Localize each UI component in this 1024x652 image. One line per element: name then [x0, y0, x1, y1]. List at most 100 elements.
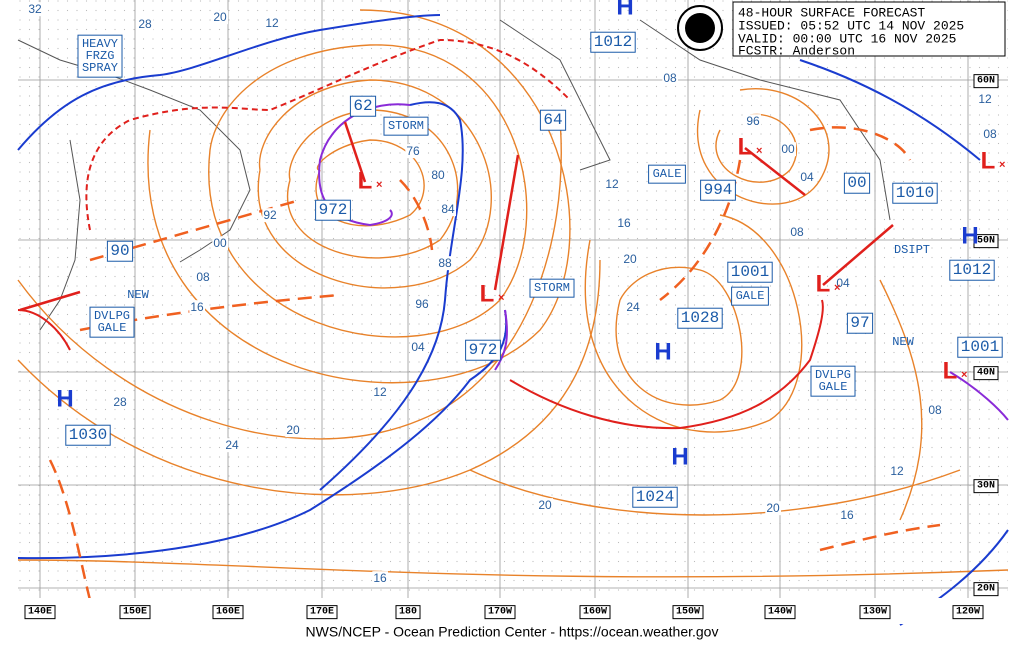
pressure-label: 97	[850, 314, 869, 332]
isobar-label-bg	[537, 498, 553, 513]
latitude-label: 30N	[977, 481, 995, 492]
isobar-label: 92	[263, 208, 277, 222]
isobar-label-bg	[839, 508, 855, 523]
warning-box	[810, 365, 856, 397]
central-pressure: 994	[704, 181, 733, 199]
isobar-label: 20	[766, 501, 780, 515]
longitude-label: 160E	[216, 607, 240, 618]
warning-text: STORM	[388, 119, 424, 133]
pressure-label: 1010	[896, 184, 934, 202]
low-symbol: L	[738, 133, 753, 160]
isobar-label-bg	[262, 208, 278, 223]
isobar-label: 00	[213, 236, 227, 250]
longitude-box	[579, 605, 611, 620]
warning-box	[89, 306, 135, 338]
isobar-label-bg	[410, 340, 426, 355]
isobar-label: 16	[190, 300, 204, 314]
longitude-box	[764, 605, 796, 620]
isobar-label: 08	[790, 225, 804, 239]
isobar-label: 12	[265, 16, 279, 30]
longitude-label: 130W	[863, 607, 887, 618]
central-pressure: 1030	[69, 426, 107, 444]
latitude-box	[973, 479, 999, 494]
central-pressure: 1001	[731, 263, 769, 281]
central-pressure-box	[957, 336, 1003, 358]
pressure-label: 62	[353, 97, 372, 115]
warning-text: DVLPG	[94, 309, 130, 323]
warning-box	[731, 286, 769, 306]
central-pressure-box	[632, 486, 678, 508]
isobar-label: 12	[890, 464, 904, 478]
isobar-label-bg	[780, 142, 796, 157]
longitude-box	[212, 605, 244, 620]
longitude-box	[952, 605, 984, 620]
warning-label: STORM	[383, 116, 429, 136]
isobar-label: 76	[406, 144, 420, 158]
central-pressure-box	[677, 307, 723, 329]
isobar-label-bg	[745, 114, 761, 129]
latitude-box	[973, 582, 999, 597]
isobar-label: 20	[213, 10, 227, 24]
isobar-label-bg	[112, 395, 128, 410]
latitude-label: 50N	[977, 236, 995, 247]
longitude-box	[484, 605, 516, 620]
pressure-label-box	[843, 172, 871, 194]
isobar-label: 24	[626, 300, 640, 314]
central-pressure-box	[465, 339, 501, 361]
isobar-label: 08	[928, 403, 942, 417]
pressure-label-box	[106, 240, 134, 262]
isobar-label-bg	[372, 385, 388, 400]
isobar-label: 80	[431, 168, 445, 182]
isobar-label: 88	[438, 256, 452, 270]
isobar-label-bg	[212, 236, 228, 251]
note: DSIPT	[894, 243, 930, 257]
isobar-label-bg	[440, 202, 456, 217]
low-symbol: L	[358, 167, 373, 194]
warning-box	[383, 116, 429, 136]
longitude-label: 170W	[488, 607, 512, 618]
isobar-label-bg	[789, 225, 805, 240]
isobar-label-bg	[437, 256, 453, 271]
longitude-label: 170E	[310, 607, 334, 618]
central-pressure-box	[590, 31, 636, 53]
warning-label: GALE	[648, 164, 686, 184]
isobar-label-bg	[765, 501, 781, 516]
note: NEW	[892, 335, 914, 349]
isobar-label: 12	[373, 385, 387, 399]
latitude-box	[973, 234, 999, 249]
high-symbol: H	[56, 385, 73, 412]
low-x: ×	[498, 292, 504, 304]
isobar-label: 12	[605, 177, 619, 191]
central-pressure: 1012	[594, 33, 632, 51]
isobar-label-bg	[977, 92, 993, 107]
isobar-label-bg	[616, 216, 632, 231]
isobar-label: 12	[978, 92, 992, 106]
isobar-label-bg	[285, 423, 301, 438]
warning-text: SPRAY	[82, 61, 118, 75]
note: NEW	[127, 288, 149, 302]
warning-box	[77, 34, 123, 78]
high-symbol: H	[616, 0, 633, 20]
isobar-label: 32	[28, 2, 42, 16]
central-pressure-box	[727, 261, 773, 283]
isobar-label-bg	[137, 17, 153, 32]
central-pressure: 1024	[636, 488, 674, 506]
high-symbol: H	[654, 338, 671, 365]
warning-label: STORM	[529, 278, 575, 298]
longitude-box	[859, 605, 891, 620]
isobar-label-bg	[224, 438, 240, 453]
pressure-label-box	[892, 182, 938, 204]
central-pressure: 1028	[681, 309, 719, 327]
low-symbol: L	[943, 357, 958, 384]
low-x: ×	[834, 282, 840, 294]
isobar-label: 20	[286, 423, 300, 437]
isobar-label: 16	[617, 216, 631, 230]
pressure-label: 90	[110, 242, 129, 260]
warning-text: STORM	[534, 281, 570, 295]
isobar-label-bg	[625, 300, 641, 315]
header-line: FCSTR: Anderson	[738, 43, 855, 58]
isobar-label: 84	[441, 202, 455, 216]
isobars	[17, 9, 1009, 578]
